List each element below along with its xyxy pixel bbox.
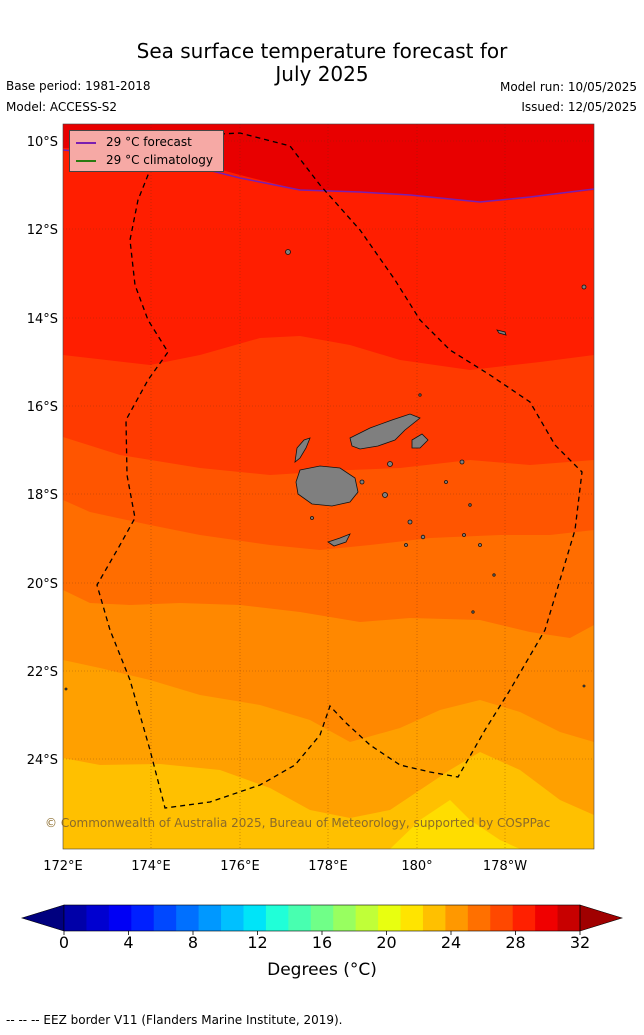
colorbar-segment — [198, 905, 222, 931]
rotuma-island — [285, 249, 291, 255]
lau-island-4 — [459, 459, 465, 465]
title-line-1: Sea surface temperature forecast for — [136, 39, 508, 63]
band-21-22 — [390, 800, 520, 849]
eez-footnote: -- -- -- EEZ border V11 (Flanders Marine… — [6, 1013, 343, 1027]
yasawa-islands — [294, 437, 311, 463]
colorbar-min-arrow — [20, 904, 65, 932]
colorbar-tick-label: 0 — [59, 933, 69, 952]
small-island-1 — [418, 393, 422, 397]
colorbar-segment — [221, 905, 244, 931]
legend-forecast-label: 29 °C forecast — [106, 135, 192, 149]
wallis-futuna-island — [581, 284, 587, 290]
lat-label: 18°S — [27, 488, 58, 503]
title-line-2: July 2025 — [275, 62, 369, 86]
colorbar-tick-label: 16 — [312, 933, 332, 952]
colorbar-segment — [467, 905, 491, 931]
colorbar-segment — [265, 905, 289, 931]
taveuni-island — [411, 433, 429, 449]
lat-label: 10°S — [27, 135, 58, 150]
lat-label: 12°S — [27, 223, 58, 238]
sst-contour-bands — [63, 124, 594, 849]
lon-label: 178°E — [308, 859, 348, 874]
colorbar-segment — [422, 905, 446, 931]
lau-island-5 — [462, 533, 466, 537]
lon-label: 180° — [401, 859, 432, 874]
lat-label: 14°S — [27, 312, 58, 327]
colorbar-label: Degrees (°C) — [267, 960, 377, 980]
koro-island — [387, 461, 393, 467]
legend-forecast-swatch — [76, 141, 96, 144]
colorbar-tick-label: 32 — [570, 933, 590, 952]
map-legend: 29 °C forecast 29 °C climatology — [69, 130, 224, 172]
colorbar-segment — [535, 905, 559, 931]
colorbar-segment — [243, 905, 267, 931]
colorbar-segment — [445, 905, 469, 931]
ovalau-island — [359, 479, 365, 485]
map-frame — [62, 123, 595, 850]
colorbar-segment — [108, 905, 132, 931]
graticule — [63, 124, 594, 849]
model-run-text: Model run: 10/05/2025 — [499, 80, 637, 94]
small-island-6 — [64, 687, 68, 691]
colorbar-tick-label: 20 — [376, 933, 396, 952]
vanua-levu-island — [349, 413, 421, 450]
fiji-islands — [64, 249, 587, 691]
lon-label: 172°E — [43, 859, 83, 874]
lau-island-1 — [407, 519, 413, 525]
page-title: Sea surface temperature forecast for Jul… — [0, 40, 644, 86]
gau-island — [382, 492, 388, 498]
colorbar-segment — [378, 905, 402, 931]
colorbar-ticks — [63, 931, 581, 935]
viti-levu-island — [295, 465, 359, 507]
base-period-text: Base period: 1981-2018 — [6, 79, 151, 93]
colorbar-tick-label: 8 — [188, 933, 198, 952]
colorbar-tick-label: 24 — [441, 933, 461, 952]
legend-item-climatology: 29 °C climatology — [76, 153, 213, 167]
colorbar-segment — [355, 905, 379, 931]
legend-climatology-swatch — [76, 159, 96, 162]
futuna-island — [496, 329, 507, 336]
colorbar-segment — [176, 905, 200, 931]
lon-label: 178°W — [483, 859, 527, 874]
kadavu-island — [327, 533, 351, 547]
lat-label: 22°S — [27, 665, 58, 680]
lat-label: 20°S — [27, 577, 58, 592]
lau-island-8 — [468, 503, 472, 507]
colorbar-segment — [490, 905, 514, 931]
issued-text: Issued: 12/05/2025 — [521, 100, 637, 114]
colorbar-segment — [400, 905, 424, 931]
colorbar-tick-label: 28 — [505, 933, 525, 952]
colorbar-segment — [557, 905, 581, 931]
lau-island-3 — [404, 543, 408, 547]
small-island-2 — [310, 516, 314, 520]
copyright-notice: © Commonwealth of Australia 2025, Bureau… — [45, 816, 551, 830]
lau-island-6 — [478, 543, 482, 547]
colorbar-segment — [64, 905, 87, 931]
small-island-5 — [582, 684, 586, 688]
lau-island-2 — [420, 534, 426, 540]
colorbar-segment — [86, 905, 110, 931]
colorbar-segment — [153, 905, 177, 931]
small-island-3 — [492, 573, 496, 577]
colorbar-segment — [512, 905, 536, 931]
small-island-4 — [471, 610, 475, 614]
lon-label: 176°E — [220, 859, 260, 874]
lau-island-7 — [444, 480, 448, 484]
colorbar-max-arrow — [579, 904, 624, 932]
colorbar-segment — [333, 905, 357, 931]
legend-item-forecast: 29 °C forecast — [76, 135, 192, 149]
colorbar-segment — [310, 905, 334, 931]
legend-climatology-label: 29 °C climatology — [106, 153, 214, 167]
colorbar — [20, 904, 624, 932]
model-text: Model: ACCESS-S2 — [6, 100, 118, 114]
colorbar-segment — [288, 905, 312, 931]
lat-label: 24°S — [27, 753, 58, 768]
colorbar-tick-label: 4 — [123, 933, 133, 952]
colorbar-segment — [131, 905, 155, 931]
lat-label: 16°S — [27, 400, 58, 415]
lon-label: 174°E — [131, 859, 171, 874]
colorbar-tick-label: 12 — [247, 933, 267, 952]
